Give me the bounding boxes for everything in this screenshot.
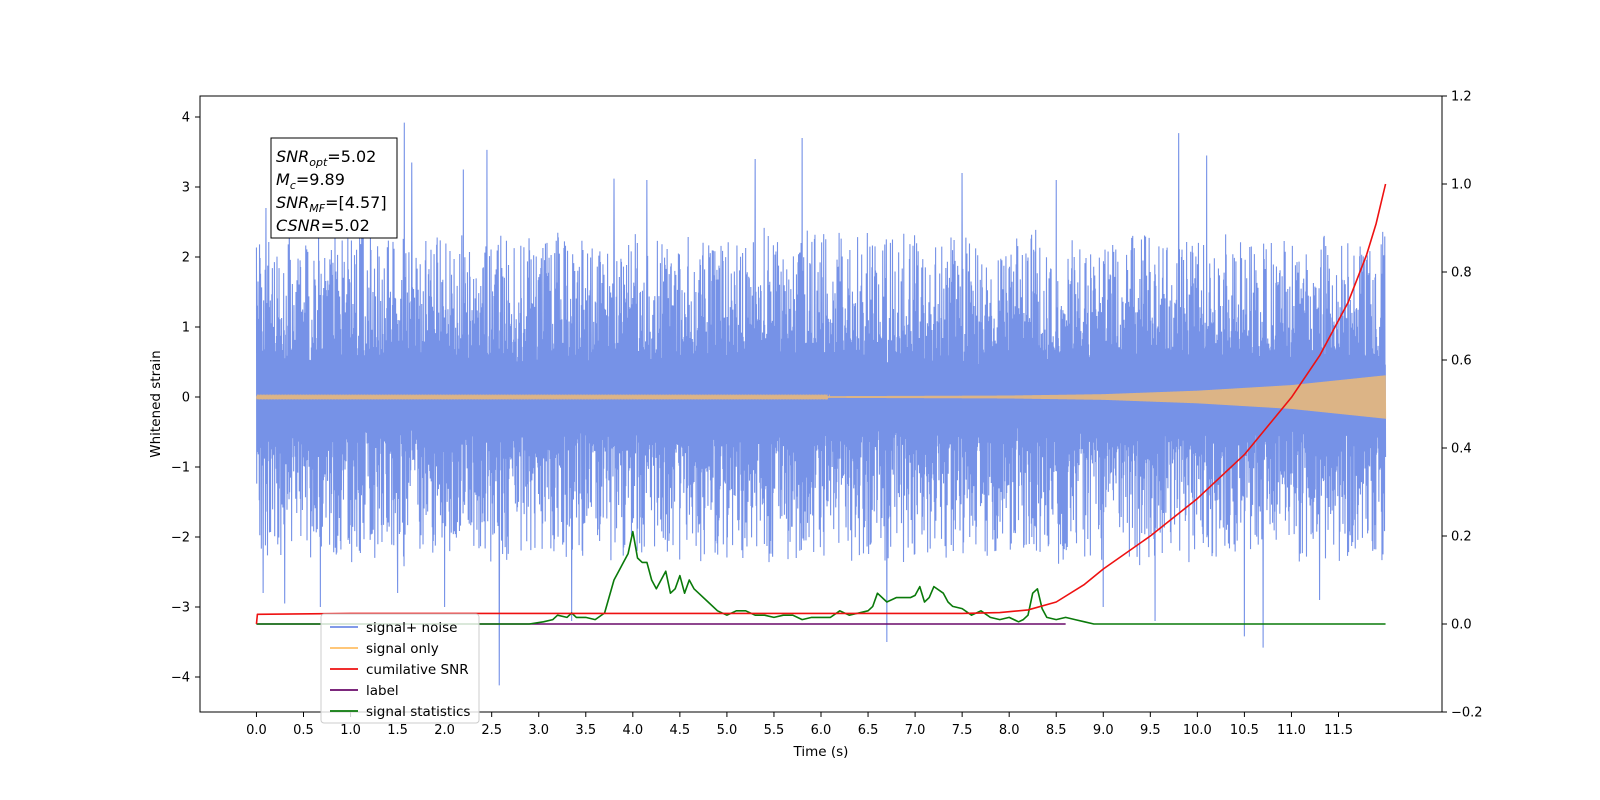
legend-box bbox=[320, 613, 480, 724]
series-cumulative-snr bbox=[255, 183, 1387, 625]
x-tick-label: 9.5 bbox=[1140, 723, 1161, 738]
x-tick-label: 6.0 bbox=[811, 723, 832, 738]
x-tick-label: 10.0 bbox=[1183, 723, 1212, 738]
x-axis-ticks: 0.0 0.5 1.0 1.5 2.0 2.5 3.0 3.5 4.0 4.5 5.0 5.5 6.0 6… bbox=[246, 712, 1353, 738]
y-right-tick-label: 0.8 bbox=[1451, 266, 1472, 281]
y-right-tick-label: 0.4 bbox=[1451, 442, 1472, 457]
y-axis-left-ticks: 4 3 2 1 0 −1 −2 −3 −4 bbox=[171, 111, 200, 686]
series-signal-only bbox=[255, 375, 1387, 419]
x-tick-label: 6.5 bbox=[858, 723, 879, 738]
series-layer bbox=[255, 122, 1387, 686]
y-left-tick-label: 3 bbox=[182, 181, 190, 196]
x-tick-label: 4.5 bbox=[670, 723, 691, 738]
x-tick-label: 8.5 bbox=[1046, 723, 1067, 738]
y-right-tick-label: 1.0 bbox=[1451, 178, 1472, 193]
x-tick-label: 5.5 bbox=[764, 723, 785, 738]
series-signal-noise bbox=[255, 122, 1387, 686]
y-left-tick-label: −1 bbox=[171, 461, 190, 476]
y-right-tick-label: 0.0 bbox=[1451, 618, 1472, 633]
y-left-tick-label: 0 bbox=[182, 391, 190, 406]
annotation-line: CSNR=5.02 bbox=[276, 216, 370, 235]
legend-entry: label bbox=[366, 683, 399, 699]
annotation-box bbox=[270, 137, 398, 239]
y-right-tick-label: 1.2 bbox=[1451, 90, 1472, 105]
x-tick-label: 10.5 bbox=[1230, 723, 1259, 738]
legend-entry: signal only bbox=[366, 641, 439, 657]
legend-entry: signal statistics bbox=[366, 704, 470, 720]
x-tick-label: 1.0 bbox=[340, 723, 361, 738]
x-tick-label: 1.5 bbox=[387, 723, 408, 738]
x-tick-label: 11.5 bbox=[1324, 723, 1353, 738]
x-tick-label: 11.0 bbox=[1277, 723, 1306, 738]
y-left-tick-label: 1 bbox=[182, 321, 190, 336]
annotation-line: SNRopt=5.02 bbox=[276, 147, 376, 169]
y-left-tick-label: −4 bbox=[171, 671, 190, 686]
x-tick-label: 3.5 bbox=[575, 723, 596, 738]
x-tick-label: 2.5 bbox=[481, 723, 502, 738]
annotation-line: Mc=9.89 bbox=[276, 170, 345, 192]
y-right-tick-label: −0.2 bbox=[1451, 706, 1483, 721]
legend: signal+ noise signal only cumilative SNR la… bbox=[320, 613, 480, 724]
y-right-tick-label: 0.6 bbox=[1451, 354, 1472, 369]
y-axis-right-ticks: 1.2 1.0 0.8 0.6 0.4 0.2 0.0 −0.2 bbox=[1442, 90, 1483, 721]
x-tick-label: 9.0 bbox=[1093, 723, 1114, 738]
x-tick-label: 5.0 bbox=[717, 723, 738, 738]
x-tick-label: 4.0 bbox=[622, 723, 643, 738]
x-axis-label: Time (s) bbox=[793, 744, 849, 760]
y-left-tick-label: 4 bbox=[182, 111, 190, 126]
x-tick-label: 7.5 bbox=[952, 723, 973, 738]
x-tick-label: 0.5 bbox=[293, 723, 314, 738]
y-axis-left-label: Whitened strain bbox=[148, 350, 164, 457]
series-signal-statistics bbox=[256, 530, 1386, 625]
legend-entry: cumilative SNR bbox=[366, 662, 469, 678]
y-left-tick-label: 2 bbox=[182, 251, 190, 266]
x-tick-label: 3.0 bbox=[528, 723, 549, 738]
y-left-tick-label: −3 bbox=[171, 601, 190, 616]
x-tick-label: 8.0 bbox=[999, 723, 1020, 738]
legend-entry: signal+ noise bbox=[366, 620, 457, 636]
annotation-line: SNRMF=[4.57] bbox=[276, 193, 387, 215]
x-tick-label: 2.0 bbox=[434, 723, 455, 738]
y-left-tick-label: −2 bbox=[171, 531, 190, 546]
y-right-tick-label: 0.2 bbox=[1451, 530, 1472, 545]
x-tick-label: 0.0 bbox=[246, 723, 267, 738]
x-tick-label: 7.0 bbox=[905, 723, 926, 738]
